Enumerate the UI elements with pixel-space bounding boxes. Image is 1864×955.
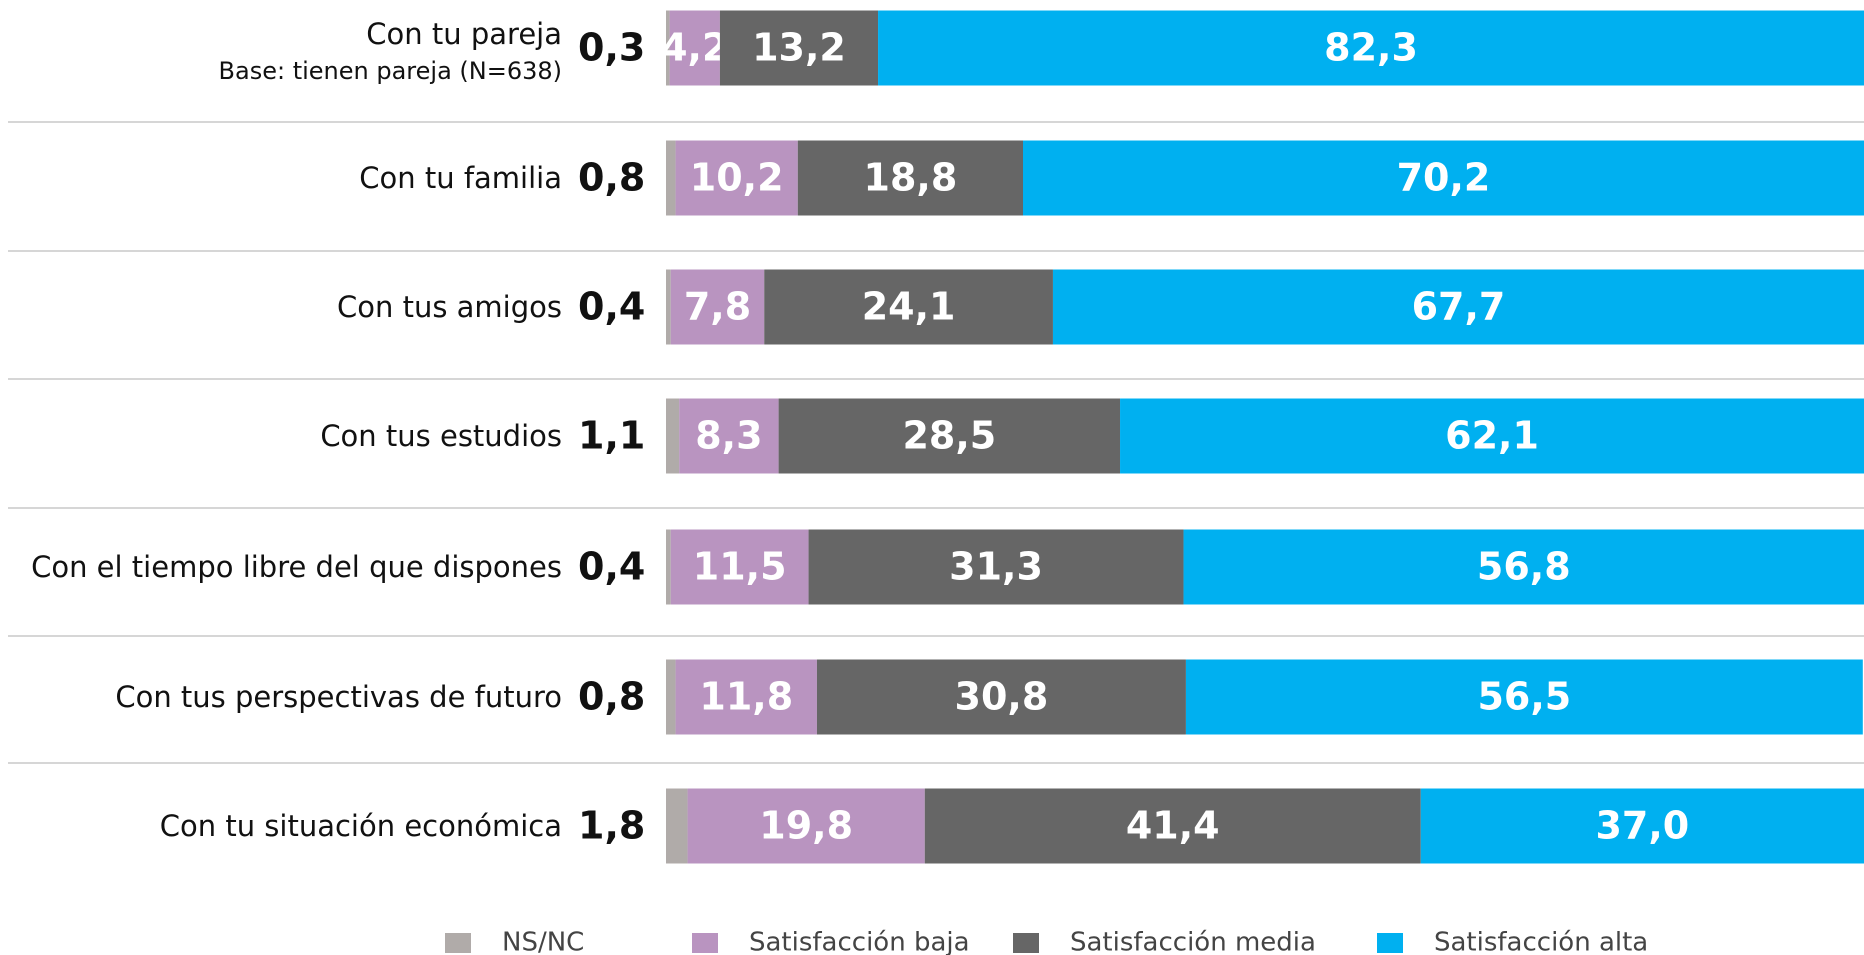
category-label: Con el tiempo libre del que dispones (31, 550, 562, 584)
bar-segment (764, 269, 1053, 345)
value-label: 30,8 (955, 675, 1049, 719)
bar-segment (669, 10, 720, 86)
legend-label: Satisfacción media (1070, 928, 1316, 955)
value-label: 18,8 (864, 156, 958, 200)
value-label: 13,2 (752, 26, 846, 70)
ns-value-label: 0,4 (578, 285, 645, 329)
category-label: Con tus estudios (320, 419, 562, 453)
legend-label: Satisfacción baja (749, 928, 970, 955)
bar-segment (675, 659, 817, 735)
bar-segment (924, 788, 1421, 864)
category-label: Con tu pareja (366, 17, 562, 51)
bar-segment (719, 10, 879, 86)
bar-segment (679, 398, 779, 474)
legend-swatch (1013, 933, 1039, 953)
value-label: 28,5 (902, 414, 996, 458)
bar-segment (1420, 788, 1864, 864)
ns-value-label: 0,4 (578, 545, 645, 589)
bar-segment (666, 659, 676, 735)
bar-segment (1023, 140, 1864, 216)
bar-segment (1183, 529, 1864, 605)
category-label: Con tus amigos (337, 290, 562, 324)
bar-segment (666, 269, 671, 345)
value-label: 11,5 (693, 545, 787, 589)
bar-segment (666, 140, 676, 216)
legend-swatch (445, 933, 471, 953)
value-label: 82,3 (1324, 26, 1418, 70)
value-label: 70,2 (1397, 156, 1491, 200)
bar-segment (687, 788, 925, 864)
ns-value-label: 1,1 (578, 414, 645, 458)
ns-value-label: 1,8 (578, 804, 645, 848)
value-label: 37,0 (1595, 804, 1689, 848)
bar-segment (1120, 398, 1864, 474)
ns-value-label: 0,8 (578, 156, 645, 200)
value-label: 67,7 (1412, 285, 1506, 329)
bar-segment (670, 269, 765, 345)
bar-segment (808, 529, 1184, 605)
value-label: 24,1 (862, 285, 956, 329)
ns-value-label: 0,8 (578, 675, 645, 719)
value-label: 10,2 (690, 156, 784, 200)
legend-label: Satisfacción alta (1434, 928, 1648, 955)
legend-swatch (1377, 933, 1403, 953)
value-label: 4,2 (661, 26, 728, 70)
bar-segment (675, 140, 798, 216)
bar-segment (878, 10, 1864, 86)
value-label: 11,8 (699, 675, 793, 719)
value-label: 56,5 (1477, 675, 1571, 719)
bar-segment (666, 10, 670, 86)
value-label: 62,1 (1445, 414, 1539, 458)
bar-segment (666, 398, 680, 474)
value-label: 56,8 (1477, 545, 1571, 589)
bar-segment (1185, 659, 1863, 735)
category-label: Con tu familia (359, 161, 562, 195)
bar-segment (816, 659, 1186, 735)
value-label: 41,4 (1126, 804, 1220, 848)
value-label: 7,8 (684, 285, 751, 329)
value-label: 31,3 (949, 545, 1043, 589)
bar-segment (1052, 269, 1864, 345)
category-note: Base: tienen pareja (N=638) (219, 57, 562, 85)
ns-value-label: 0,3 (578, 26, 645, 70)
category-label: Con tu situación económica (160, 809, 562, 843)
bar-segment (670, 529, 809, 605)
value-label: 19,8 (759, 804, 853, 848)
category-label: Con tus perspectivas de futuro (115, 680, 562, 714)
legend-swatch (692, 933, 718, 953)
value-label: 8,3 (695, 414, 762, 458)
bar-segment (666, 529, 671, 605)
bar-segment (666, 788, 688, 864)
bar-segment (797, 140, 1024, 216)
legend-label: NS/NC (502, 928, 584, 955)
bar-segment (778, 398, 1121, 474)
